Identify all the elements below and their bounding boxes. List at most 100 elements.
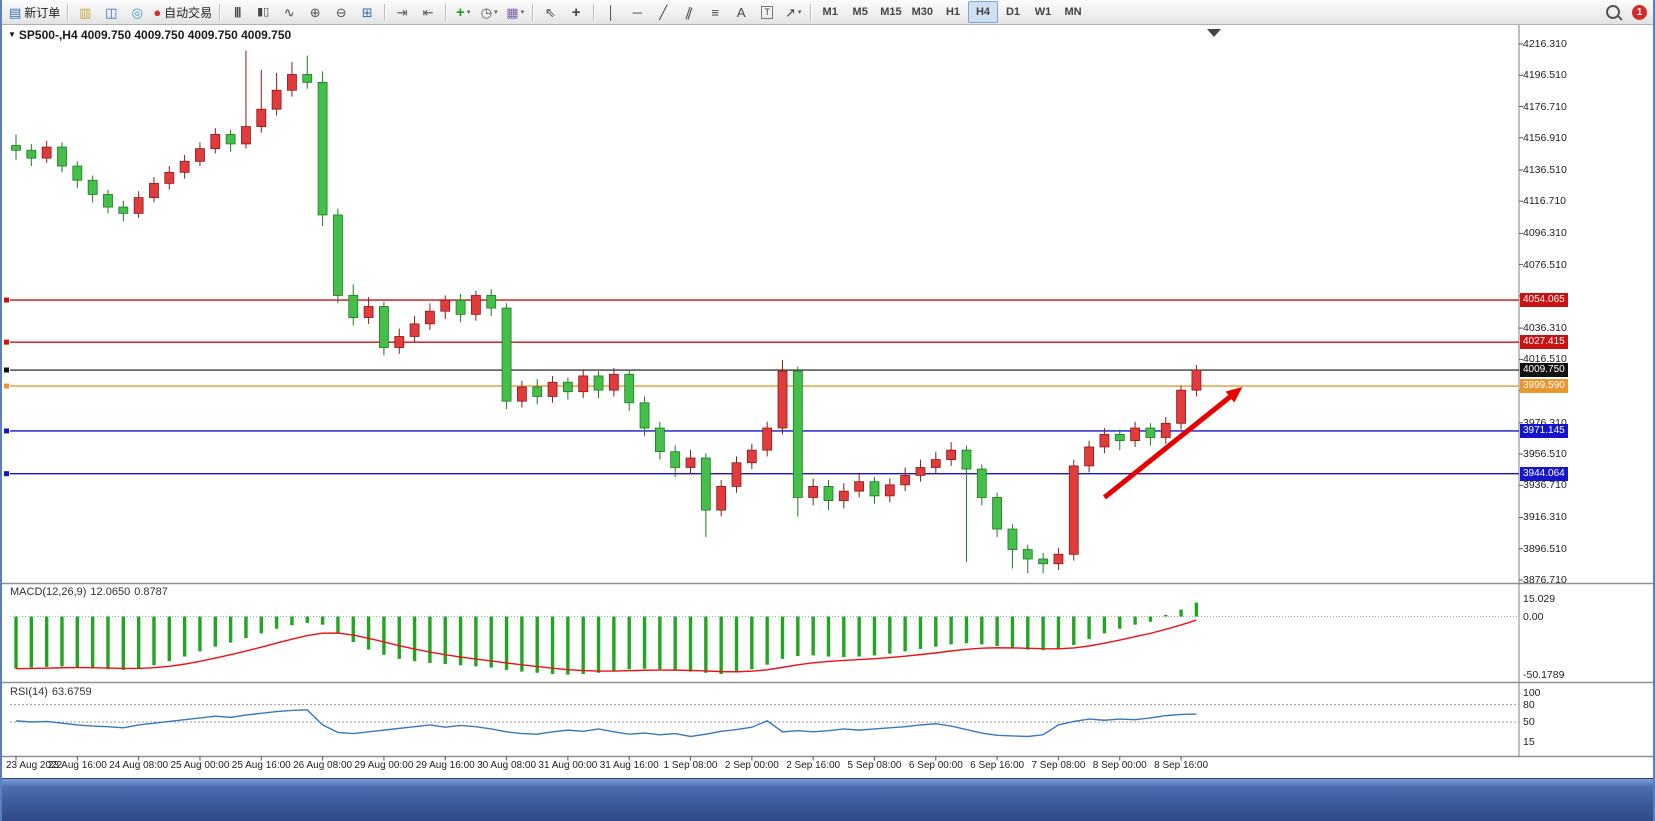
macd-bar (719, 616, 723, 674)
macd-title: MACD(12,26,9) (10, 586, 87, 598)
horizontal-line-button[interactable]: ─ (624, 1, 650, 23)
chart-shift-marker-icon[interactable] (1207, 29, 1221, 37)
indicators-button[interactable]: + ▾ (450, 1, 476, 23)
macd-bar (1026, 616, 1030, 650)
timeframe-h4-button[interactable]: H4 (968, 1, 998, 23)
zoom-out-icon: ⊖ (335, 4, 347, 20)
macd-bar (750, 616, 754, 670)
macd-bar (949, 616, 953, 645)
chart-shift-button[interactable]: ⇥ (389, 1, 415, 23)
cursor-icon: ⇖ (544, 4, 556, 20)
charts-cascade-button[interactable]: ▥ (72, 1, 98, 23)
toolbar-separator (219, 3, 221, 21)
templates-icon: ▦ (506, 4, 519, 20)
market-watch-button[interactable]: ◫ (98, 1, 124, 23)
search-button[interactable] (1600, 1, 1626, 23)
candle-chart-button[interactable]: ▮▯ (250, 1, 276, 23)
toolbar: ▤ 新订单 ▥ ◫ ◎ ● 自动交易 ||| ▮▯ ∿ ⊕ ⊖ ⊞ ⇥ ⇤ + ▾ ◷ ▾ ▦ ▾ ⇖ + │ ─ ╱ ∥ ≡ A T ↗ ▾… (2, 0, 1653, 25)
candle-body (1084, 446, 1094, 467)
macd-bar (1102, 616, 1107, 634)
candle-body (547, 381, 558, 397)
rsi-line (15, 709, 1197, 738)
candle-body (685, 457, 696, 468)
search-icon (1606, 5, 1620, 19)
toolbar-separator (445, 3, 447, 21)
new-order-button[interactable]: ▤ 新订单 (6, 1, 63, 23)
candle-body (1068, 465, 1079, 555)
bar-chart-icon: ||| (234, 5, 241, 18)
tile-windows-button[interactable]: ⊞ (354, 1, 380, 23)
macd-bar (796, 616, 800, 656)
candle-body (900, 474, 911, 486)
candle-body (516, 386, 527, 402)
macd-bar (14, 616, 18, 669)
macd-bar (244, 616, 248, 638)
macd-bar (182, 616, 187, 657)
trendline-button[interactable]: ╱ (650, 1, 676, 23)
timeframe-h1-button[interactable]: H1 (945, 6, 961, 18)
macd-bar (1194, 602, 1199, 617)
notification-badge[interactable]: 1 (1632, 4, 1647, 20)
timeframe-m1-button[interactable]: M1 (822, 6, 838, 18)
candle-chart-icon: ▮▯ (257, 5, 270, 18)
macd-bar (550, 616, 555, 674)
timeframe-m5-button[interactable]: M5 (852, 6, 868, 18)
channel-button[interactable]: ∥ (676, 1, 702, 23)
macd-bar (366, 616, 371, 650)
price-hline-marker (4, 339, 9, 345)
vertical-line-button[interactable]: │ (598, 1, 624, 23)
candle-body (700, 457, 711, 511)
arrows-button[interactable]: ↗ ▾ (780, 1, 806, 23)
macd-bar (673, 616, 677, 671)
zoom-out-button[interactable]: ⊖ (328, 1, 354, 23)
trend-arrow[interactable] (1102, 395, 1232, 500)
auto-scroll-button[interactable]: ⇤ (415, 1, 441, 23)
timeframe-m15-button[interactable]: M15 (880, 6, 902, 18)
candle-body (716, 486, 727, 511)
navigator-button[interactable]: ◎ (124, 1, 150, 23)
macd-bar (1087, 616, 1091, 640)
timeframe-w1-button[interactable]: W1 (1034, 6, 1052, 18)
timeframe-mn-button[interactable]: MN (1064, 6, 1082, 18)
trendline-icon: ╱ (659, 4, 668, 20)
taskbar[interactable] (2, 778, 1653, 821)
candle-body (425, 310, 435, 325)
macd-bar (75, 616, 80, 667)
templates-button[interactable]: ▦ ▾ (502, 1, 528, 23)
dropdown-caret-icon: ▾ (466, 9, 471, 16)
macd-bar (106, 616, 110, 670)
candle-body (654, 427, 665, 453)
candle-body (11, 145, 21, 151)
candle-body (302, 74, 313, 83)
line-chart-button[interactable]: ∿ (276, 1, 302, 23)
charts-cascade-icon: ▥ (79, 4, 92, 20)
toolbar-separator (532, 3, 534, 21)
macd-bar (581, 616, 585, 674)
zoom-in-button[interactable]: ⊕ (302, 1, 328, 23)
crosshair-button[interactable]: + (563, 1, 589, 23)
timeframe-d1-button[interactable]: D1 (1005, 6, 1021, 18)
macd-bar (228, 616, 233, 643)
macd-bar (320, 616, 325, 625)
candle-body (455, 299, 466, 315)
dropdown-caret-icon: ▾ (797, 9, 802, 16)
chart-title-text: SP500-,H4 4009.750 4009.750 4009.750 400… (18, 28, 292, 42)
macd-bar (29, 616, 34, 668)
macd-bar (1164, 614, 1168, 617)
autotrading-button[interactable]: ● 自动交易 (150, 1, 215, 23)
price-hline-marker (4, 428, 9, 434)
candle-body (118, 206, 129, 214)
candle-body (225, 134, 236, 145)
periods-button[interactable]: ◷ ▾ (476, 1, 502, 23)
fibonacci-button[interactable]: ≡ (702, 1, 728, 23)
macd-bar (1179, 609, 1183, 617)
text-button[interactable]: A (728, 1, 754, 23)
bar-chart-button[interactable]: ||| (224, 1, 250, 23)
macd-bar (535, 616, 539, 673)
text-label-button[interactable]: T (754, 1, 780, 23)
candle-body (179, 160, 190, 173)
cursor-button[interactable]: ⇖ (537, 1, 563, 23)
autotrading-icon: ● (153, 4, 162, 20)
timeframe-m30-button[interactable]: M30 (911, 6, 933, 18)
